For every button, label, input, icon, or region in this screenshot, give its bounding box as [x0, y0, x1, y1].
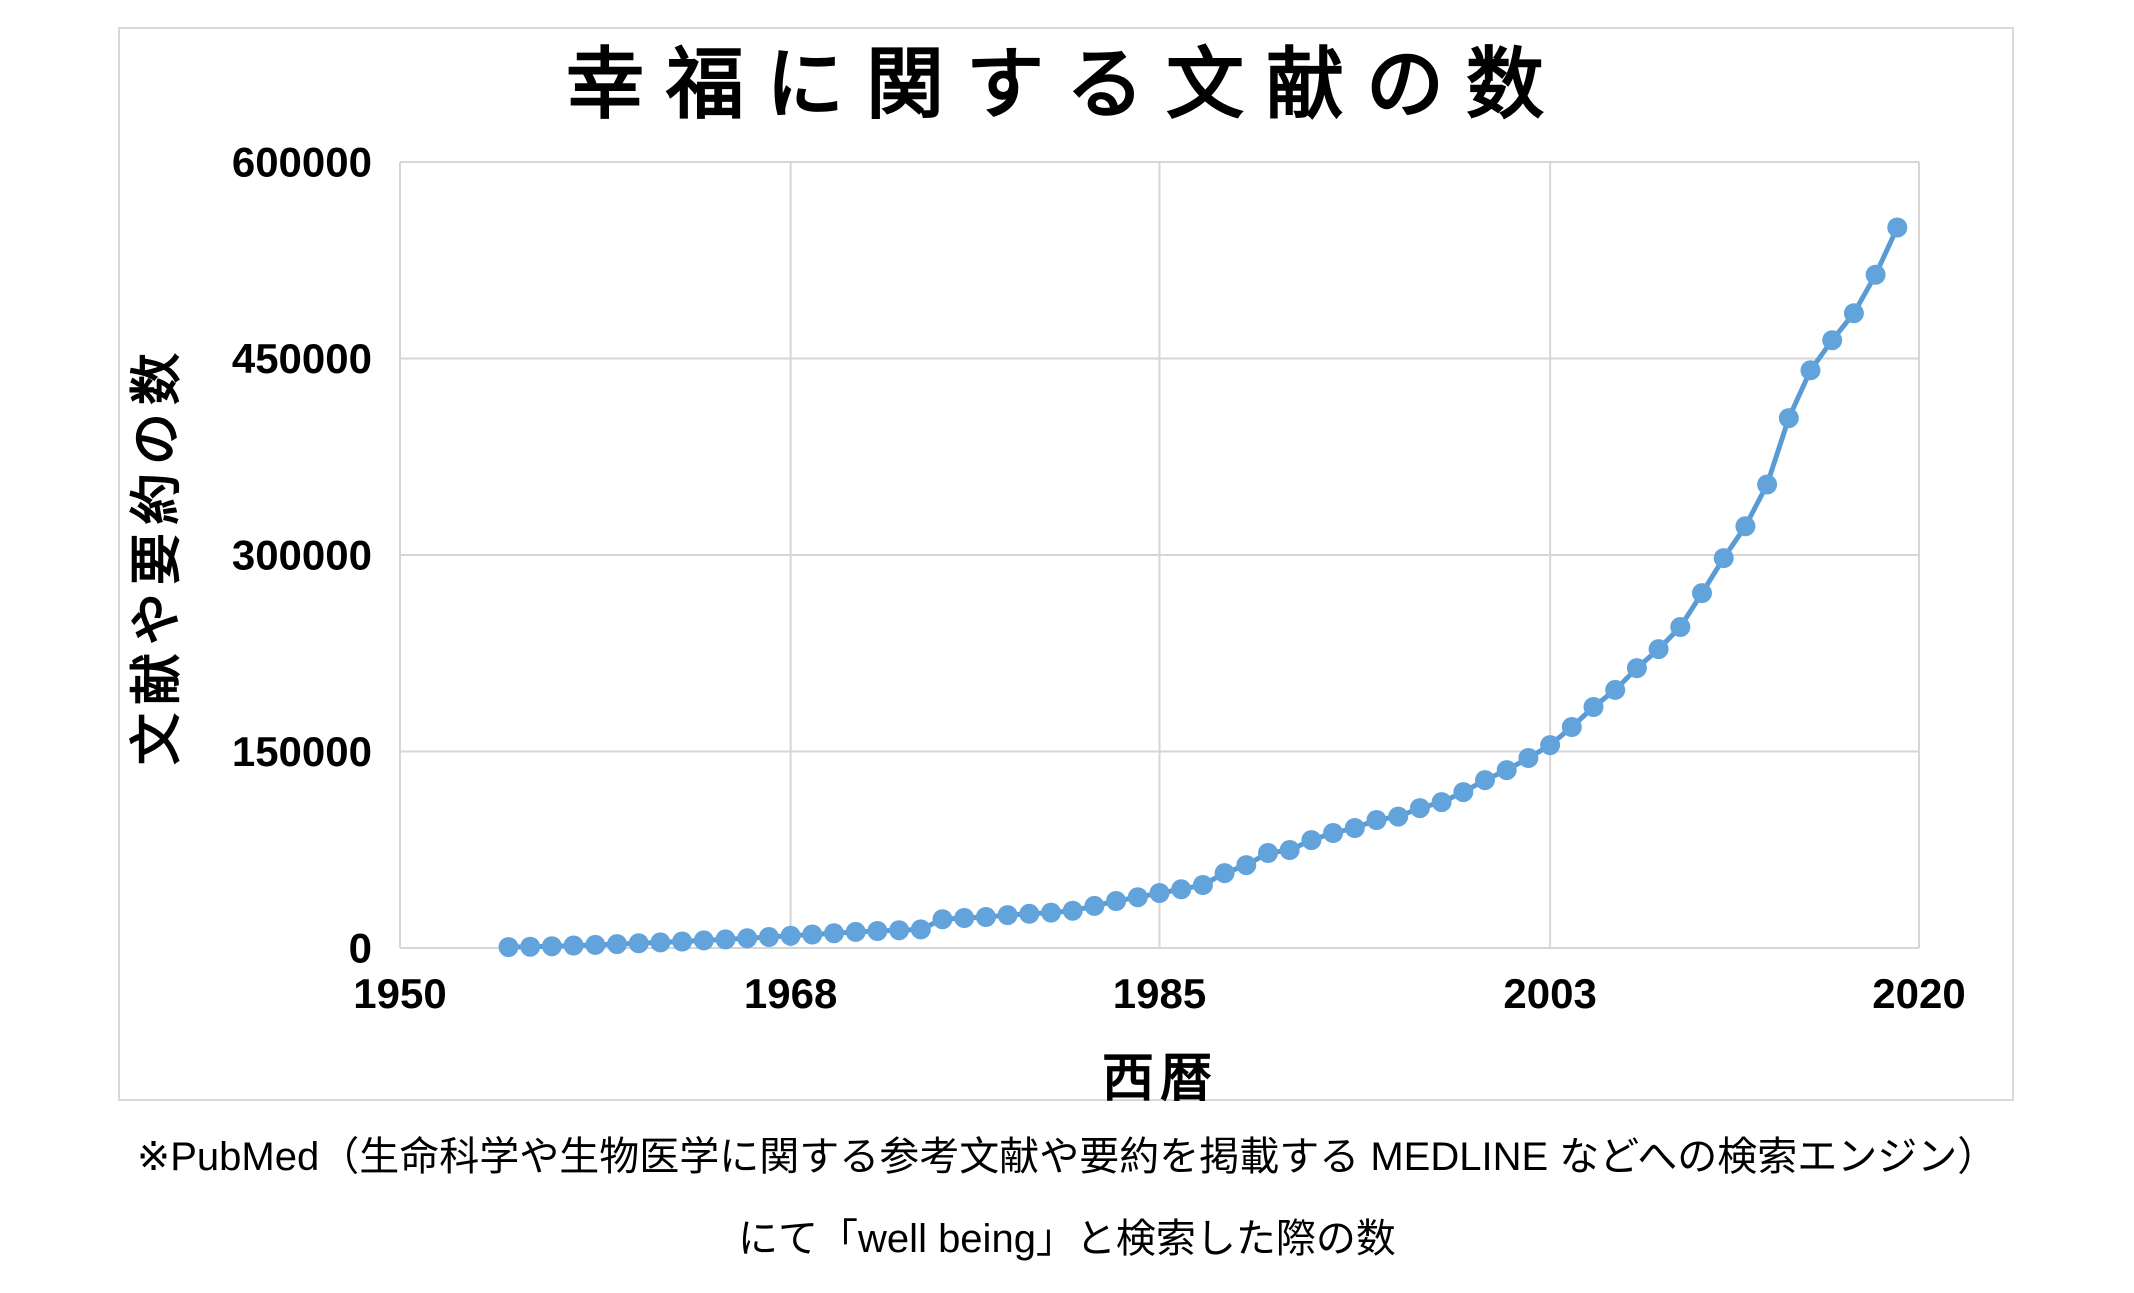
- data-point: [1106, 891, 1127, 911]
- chart-frame: [118, 27, 2014, 1101]
- data-point: [932, 909, 953, 930]
- data-point: [1605, 679, 1626, 700]
- data-point: [1757, 474, 1778, 495]
- data-point: [1258, 843, 1278, 863]
- data-point: [1713, 548, 1734, 569]
- data-point: [541, 936, 562, 957]
- data-point: [1800, 360, 1821, 381]
- data-point: [672, 931, 693, 952]
- data-point: [520, 936, 541, 957]
- data-point: [780, 925, 801, 946]
- data-point: [715, 929, 736, 950]
- data-point: [1019, 903, 1040, 924]
- data-point: [1843, 303, 1864, 324]
- data-point: [997, 905, 1018, 926]
- data-point: [1409, 798, 1430, 819]
- data-point: [1453, 782, 1474, 803]
- data-point: [1214, 863, 1235, 884]
- data-point: [1865, 264, 1886, 285]
- data-point: [1127, 887, 1148, 908]
- data-point: [1323, 823, 1344, 843]
- data-point: [975, 907, 996, 927]
- data-point: [1366, 810, 1387, 830]
- data-point: [824, 923, 844, 944]
- data-point: [1692, 583, 1712, 604]
- data-point: [1561, 717, 1582, 737]
- data-point: [910, 919, 931, 940]
- data-point: [1301, 830, 1322, 851]
- x-tick-label: 1968: [744, 970, 837, 1017]
- data-point: [1583, 697, 1604, 717]
- data-point: [1735, 516, 1756, 537]
- chart-title: 幸福に関する文献の数: [565, 40, 1566, 128]
- y-tick-label: 150000: [232, 728, 372, 775]
- data-point: [1279, 840, 1300, 860]
- y-tick-label: 600000: [232, 139, 372, 186]
- data-point: [607, 934, 627, 955]
- data-point: [1149, 883, 1170, 903]
- data-point: [1475, 770, 1495, 791]
- data-point: [498, 937, 519, 958]
- x-tick-label: 1950: [353, 970, 446, 1017]
- data-point: [1062, 900, 1083, 921]
- data-point: [1626, 658, 1647, 679]
- x-tick-label: 1985: [1113, 970, 1206, 1017]
- data-point: [1171, 879, 1192, 900]
- data-point: [1648, 639, 1669, 660]
- y-tick-label: 450000: [232, 335, 372, 382]
- y-tick-label: 300000: [232, 532, 372, 579]
- data-point: [867, 921, 888, 941]
- data-point: [1236, 855, 1257, 876]
- data-point: [628, 933, 649, 954]
- data-point: [563, 935, 584, 956]
- data-point: [1887, 217, 1908, 238]
- series-line: [506, 225, 1900, 950]
- data-point: [1084, 895, 1105, 916]
- data-point: [1822, 330, 1843, 351]
- data-point: [693, 930, 714, 951]
- data-point: [1344, 818, 1365, 838]
- x-tick-label: 2020: [1872, 970, 1965, 1017]
- data-point: [1518, 748, 1539, 768]
- y-tick-label: 0: [349, 925, 372, 972]
- data-point: [585, 934, 606, 955]
- footnote-line-2: にて「well being」と検索した際の数: [738, 1217, 1396, 1261]
- data-point: [1670, 617, 1691, 637]
- data-point: [1388, 806, 1409, 827]
- data-point: [954, 908, 975, 928]
- x-tick-label: 2003: [1503, 970, 1596, 1017]
- data-point: [845, 921, 866, 942]
- data-point: [737, 928, 758, 949]
- x-axis-title: 西暦: [1101, 1050, 1218, 1108]
- data-point: [1431, 792, 1452, 813]
- data-point: [802, 924, 823, 945]
- data-point: [650, 932, 671, 953]
- data-point: [1778, 408, 1799, 429]
- footnote-line-1: ※PubMed（生命科学や生物医学に関する参考文献や要約を掲載する MEDLIN…: [136, 1135, 1998, 1179]
- data-point: [1192, 875, 1213, 895]
- data-point: [758, 927, 779, 947]
- data-point: [1540, 735, 1561, 756]
- data-point: [1496, 760, 1517, 781]
- data-point: [1041, 902, 1061, 923]
- data-point: [889, 920, 910, 941]
